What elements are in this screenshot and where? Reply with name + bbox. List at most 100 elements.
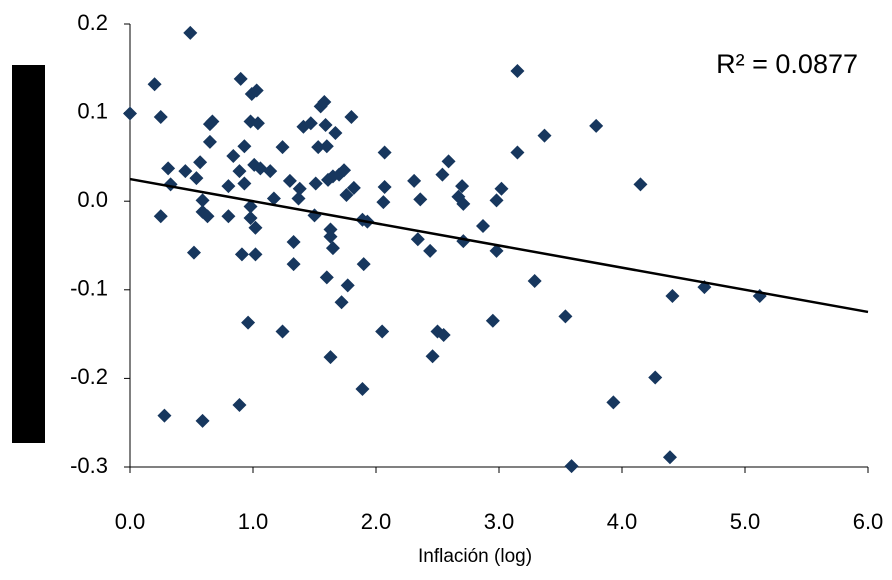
x-axis-label: Inflación (log)	[418, 546, 532, 567]
data-point	[318, 118, 333, 133]
data-point	[153, 110, 168, 125]
data-point	[237, 139, 252, 154]
data-point	[344, 110, 359, 125]
data-point	[186, 245, 201, 260]
data-point	[339, 187, 354, 202]
data-point	[325, 241, 340, 256]
data-point	[456, 196, 471, 211]
x-tick-label: 0.0	[115, 509, 146, 534]
data-point	[564, 459, 579, 474]
data-point	[589, 118, 604, 133]
data-point	[205, 114, 220, 129]
data-point	[665, 289, 680, 304]
data-point	[328, 125, 343, 140]
data-point	[340, 278, 355, 293]
data-point	[291, 191, 306, 206]
data-point	[193, 155, 208, 170]
data-point	[323, 350, 338, 365]
redacted-label	[12, 65, 45, 443]
data-point	[253, 161, 268, 176]
data-point	[423, 243, 438, 258]
data-point	[232, 164, 247, 179]
data-point	[425, 349, 440, 364]
data-point	[221, 179, 236, 194]
data-point	[337, 163, 352, 178]
data-point	[282, 173, 297, 188]
x-tick-label: 4.0	[607, 509, 638, 534]
y-tick-label: -0.3	[70, 453, 108, 478]
data-point	[334, 295, 349, 310]
data-point	[435, 167, 450, 182]
data-point	[153, 209, 168, 224]
data-point	[346, 180, 361, 195]
data-point	[157, 408, 172, 423]
data-point	[311, 140, 326, 155]
data-point	[407, 173, 422, 188]
data-point	[286, 234, 301, 249]
data-point	[275, 140, 290, 155]
data-point	[662, 450, 677, 465]
x-tick-label: 1.0	[238, 509, 269, 534]
data-point	[355, 382, 370, 397]
y-tick-label: 0.0	[77, 187, 108, 212]
data-point	[237, 176, 252, 191]
data-point	[248, 220, 263, 235]
data-point	[189, 171, 204, 186]
data-point	[243, 114, 258, 129]
data-point	[275, 324, 290, 339]
y-tick-label: 0.2	[77, 10, 108, 35]
data-point	[195, 193, 210, 208]
data-point	[123, 106, 137, 121]
data-point	[356, 257, 371, 272]
data-point	[377, 180, 392, 195]
data-point	[233, 71, 248, 86]
data-point	[489, 193, 504, 208]
data-point	[195, 413, 210, 428]
data-point	[606, 395, 621, 410]
data-point	[489, 243, 504, 258]
data-point	[308, 176, 323, 191]
data-point	[161, 161, 176, 176]
data-point	[202, 134, 217, 149]
data-point	[286, 257, 301, 272]
data-point	[292, 181, 307, 196]
data-point	[266, 191, 281, 206]
data-point	[263, 164, 278, 179]
data-point	[200, 209, 215, 224]
data-point	[249, 83, 264, 98]
data-point	[476, 219, 491, 234]
data-point	[247, 157, 262, 172]
trendline	[129, 177, 869, 314]
data-point	[323, 222, 338, 237]
data-point	[243, 211, 258, 226]
data-point	[319, 139, 334, 154]
data-point	[221, 209, 236, 224]
x-tick-label: 3.0	[484, 509, 515, 534]
data-point	[377, 145, 392, 160]
data-point	[323, 229, 338, 244]
data-point	[537, 128, 552, 143]
data-point	[527, 273, 542, 288]
r-squared-annotation: R² = 0.0877	[716, 49, 858, 79]
data-point	[241, 315, 256, 330]
x-tick-label: 5.0	[730, 509, 761, 534]
data-point	[510, 63, 525, 78]
data-point	[558, 309, 573, 324]
data-point	[648, 370, 663, 385]
data-point	[485, 313, 500, 328]
data-point	[494, 181, 509, 196]
data-point	[413, 192, 428, 207]
data-point	[183, 25, 198, 40]
data-point	[243, 199, 258, 214]
data-point	[232, 397, 247, 412]
data-point	[510, 145, 525, 160]
data-point	[248, 247, 263, 262]
y-tick-label: -0.1	[70, 276, 108, 301]
data-point	[303, 116, 318, 131]
data-point	[441, 154, 456, 169]
y-tick-label: -0.2	[70, 364, 108, 389]
data-point	[250, 116, 265, 131]
data-point	[226, 149, 241, 164]
data-point	[633, 177, 648, 192]
